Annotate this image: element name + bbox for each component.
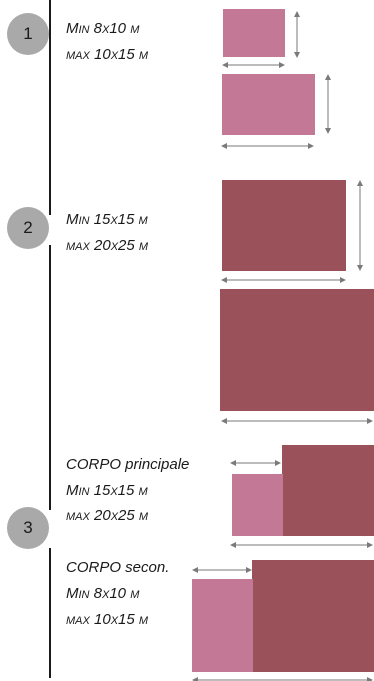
step-2-circle: 2 bbox=[7, 207, 49, 249]
corpo-secon-label: CORPO secon. bbox=[66, 559, 170, 576]
corpo-secon-min: Min 8x10 m bbox=[66, 585, 140, 602]
step-2-max: max 20x25 m bbox=[66, 237, 149, 254]
step-3-main-rect bbox=[282, 445, 374, 536]
step-2-small-rect bbox=[222, 180, 346, 271]
timeline-line bbox=[49, 0, 51, 215]
step-1-small-rect bbox=[223, 9, 285, 57]
step-3b-secondary-rect bbox=[192, 579, 253, 672]
step-1-max: max 10x15 m bbox=[66, 46, 149, 63]
corpo-secon-max: max 10x15 m bbox=[66, 611, 149, 628]
timeline-line bbox=[49, 548, 51, 678]
step-2-number: 2 bbox=[23, 218, 33, 237]
corpo-principale-label: CORPO principale bbox=[66, 456, 190, 473]
step-3-circle: 3 bbox=[7, 507, 49, 549]
step-2-min: Min 15x15 m bbox=[66, 211, 148, 228]
step-3-number: 3 bbox=[23, 518, 33, 537]
step-1-large-rect bbox=[222, 74, 315, 135]
step-3b-main-rect bbox=[252, 560, 374, 672]
step-1-circle: 1 bbox=[7, 13, 49, 55]
step-1-number: 1 bbox=[23, 24, 33, 43]
step-2-large-rect bbox=[220, 289, 374, 411]
corpo-principale-min: Min 15x15 m bbox=[66, 482, 148, 499]
corpo-principale-max: max 20x25 m bbox=[66, 507, 149, 524]
timeline-line bbox=[49, 245, 51, 510]
step-1-min: Min 8x10 m bbox=[66, 20, 140, 37]
step-3-secondary-rect bbox=[232, 474, 283, 536]
